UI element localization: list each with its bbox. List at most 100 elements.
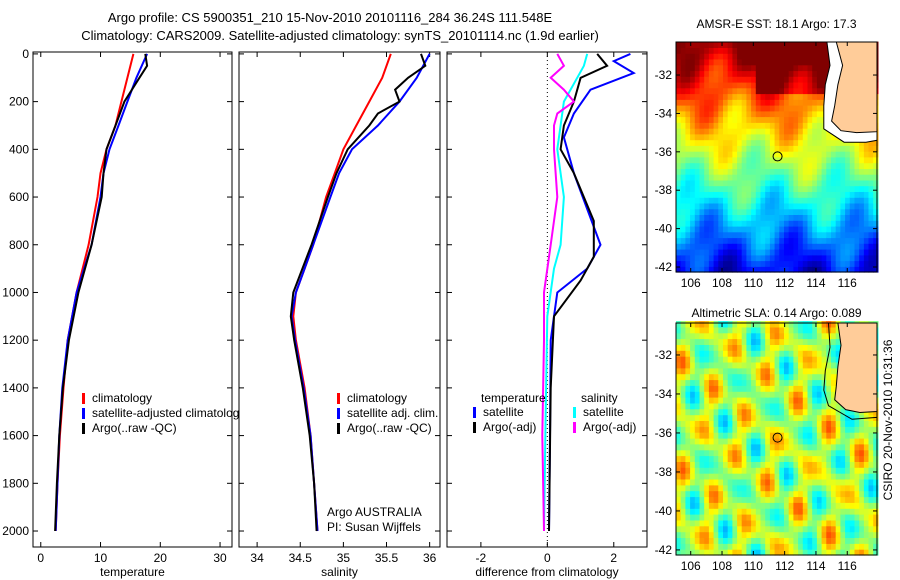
map-cell	[812, 496, 818, 503]
map-cell	[732, 191, 738, 198]
map-cell	[793, 461, 799, 468]
map-cell	[765, 151, 771, 158]
map-cell	[769, 385, 776, 392]
map-cell	[779, 543, 785, 550]
map-cell	[798, 514, 804, 521]
map-cell	[765, 58, 771, 66]
map-cell	[802, 47, 809, 54]
map-cell	[694, 249, 701, 256]
map-cell	[708, 105, 715, 112]
map-cell	[676, 133, 682, 141]
map-cell	[807, 87, 813, 95]
map-cell	[807, 397, 813, 404]
map-cell	[779, 379, 785, 386]
map-cell	[713, 156, 719, 164]
x-tick-label: 106	[681, 276, 701, 290]
map-cell	[737, 549, 743, 556]
map-cell	[751, 116, 757, 123]
map-cell	[784, 58, 790, 66]
map-cell	[854, 543, 860, 550]
map-cell	[854, 479, 860, 486]
map-cell	[680, 537, 686, 544]
legend-swatch	[337, 423, 340, 434]
map-cell	[812, 70, 818, 77]
map-cell	[755, 537, 762, 544]
map-cell	[723, 508, 729, 515]
map-cell	[769, 156, 776, 164]
legend-header: salinity	[581, 391, 618, 405]
map-cell	[676, 266, 682, 273]
map-cell	[812, 432, 818, 439]
map-cell	[784, 362, 790, 369]
map-cell	[718, 414, 724, 421]
map-cell	[727, 502, 733, 509]
map-cell	[685, 332, 691, 340]
map-cell	[760, 321, 766, 328]
map-cell	[680, 443, 686, 451]
map-cell	[807, 249, 813, 256]
map-cell	[807, 420, 813, 427]
map-cell	[849, 162, 856, 169]
map-cell	[826, 461, 832, 468]
map-cell	[798, 58, 804, 66]
map-cell	[732, 254, 738, 262]
map-cell	[873, 208, 879, 215]
map-cell	[816, 122, 823, 129]
map-cell	[741, 220, 747, 227]
map-cell	[831, 385, 837, 392]
map-cell	[798, 122, 804, 129]
map-cell	[727, 41, 733, 48]
map-cell	[746, 64, 752, 72]
map-cell	[760, 122, 766, 129]
map-cell	[751, 168, 757, 175]
map-cell	[751, 461, 757, 468]
map-cell	[732, 356, 738, 363]
map-cell	[694, 260, 701, 267]
map-cell	[751, 243, 757, 250]
map-cell	[798, 438, 804, 445]
map-cell	[854, 490, 860, 498]
map-cell	[765, 53, 771, 60]
map-cell	[769, 332, 776, 340]
map-cell	[741, 391, 747, 398]
map-cell	[788, 531, 794, 538]
map-cell	[751, 391, 757, 398]
map-cell	[699, 519, 705, 527]
map-cell	[779, 225, 785, 233]
map-cell	[765, 185, 771, 192]
map-cell	[859, 191, 865, 198]
map-cell	[779, 70, 785, 77]
map-cell	[821, 473, 827, 480]
map-cell	[807, 237, 813, 244]
map-cell	[784, 220, 790, 227]
map-cell	[826, 151, 832, 158]
map-cell	[835, 231, 841, 239]
map-cell	[812, 266, 818, 273]
map-cell	[732, 87, 738, 95]
map-cell	[873, 455, 879, 462]
map-cell	[812, 385, 818, 392]
map-cell	[737, 243, 743, 250]
map-cell	[704, 484, 710, 492]
map-cell	[765, 128, 771, 135]
map-cell	[694, 344, 701, 351]
map-cell	[755, 76, 762, 83]
map-cell	[718, 191, 724, 198]
map-cell	[802, 133, 809, 141]
map-cell	[713, 537, 719, 544]
map-cell	[699, 525, 705, 533]
map-cell	[779, 514, 785, 521]
map-cell	[835, 145, 841, 152]
map-cell	[831, 373, 837, 381]
map-cell	[784, 443, 790, 451]
map-cell	[765, 362, 771, 369]
map-cell	[690, 391, 696, 398]
map-cell	[784, 116, 790, 123]
map-cell	[816, 420, 823, 427]
map-cell	[713, 531, 719, 538]
map-cell	[816, 496, 823, 503]
map-cell	[690, 385, 696, 392]
map-cell	[723, 332, 729, 340]
map-cell	[708, 260, 715, 267]
map-cell	[854, 496, 860, 503]
